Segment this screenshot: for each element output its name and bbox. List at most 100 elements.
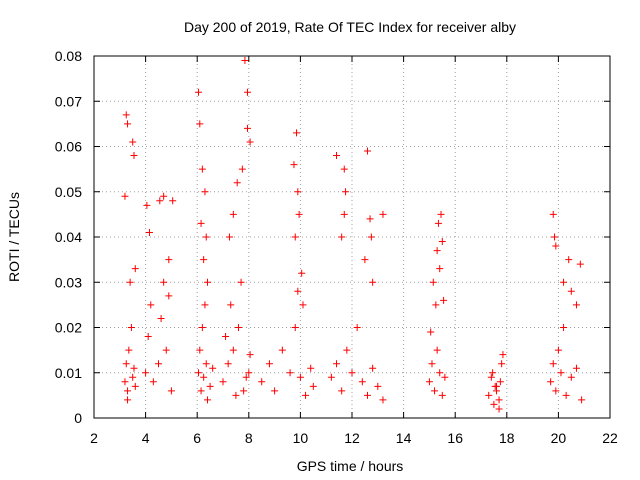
data-point bbox=[196, 346, 204, 354]
data-point bbox=[198, 165, 206, 173]
data-point bbox=[196, 120, 204, 128]
data-point bbox=[143, 201, 151, 209]
data-point bbox=[554, 346, 562, 354]
y-tick-label: 0.02 bbox=[55, 320, 82, 336]
data-point bbox=[244, 88, 252, 96]
data-point bbox=[224, 360, 232, 368]
data-point bbox=[122, 360, 130, 368]
data-point bbox=[167, 387, 175, 395]
data-point bbox=[438, 391, 446, 399]
data-point bbox=[240, 387, 248, 395]
data-point bbox=[149, 378, 157, 386]
data-point bbox=[131, 265, 139, 273]
data-point bbox=[147, 301, 155, 309]
data-point bbox=[340, 165, 348, 173]
data-point bbox=[265, 360, 273, 368]
data-point bbox=[299, 301, 307, 309]
data-point bbox=[369, 278, 377, 286]
data-point bbox=[160, 278, 168, 286]
data-point bbox=[343, 346, 351, 354]
data-point bbox=[560, 278, 568, 286]
x-tick-label: 20 bbox=[551, 430, 567, 446]
data-point bbox=[197, 387, 205, 395]
data-point bbox=[157, 314, 165, 322]
x-tick-label: 18 bbox=[499, 430, 515, 446]
data-point bbox=[363, 147, 371, 155]
data-point bbox=[127, 324, 135, 331]
data-point bbox=[547, 378, 555, 386]
data-point bbox=[145, 228, 153, 236]
data-point bbox=[309, 382, 317, 390]
x-axis-label: GPS time / hours bbox=[297, 458, 404, 474]
x-tick-label: 22 bbox=[602, 430, 618, 446]
data-point bbox=[271, 387, 279, 395]
data-point bbox=[124, 387, 132, 395]
data-point bbox=[246, 351, 254, 359]
data-point bbox=[244, 124, 252, 132]
chart-title: Day 200 of 2019, Rate Of TEC Index for r… bbox=[184, 19, 516, 35]
data-point bbox=[142, 369, 150, 377]
data-point bbox=[294, 287, 302, 295]
data-point bbox=[162, 346, 170, 354]
data-point bbox=[437, 210, 445, 218]
data-point bbox=[567, 287, 575, 295]
data-point bbox=[363, 391, 371, 399]
data-point bbox=[241, 57, 249, 65]
data-point bbox=[440, 296, 448, 304]
data-point bbox=[379, 210, 387, 218]
x-tick-label: 10 bbox=[293, 430, 309, 446]
y-tick-label: 0.05 bbox=[55, 184, 82, 200]
data-point bbox=[427, 328, 435, 336]
data-point bbox=[246, 138, 254, 146]
data-point bbox=[491, 382, 499, 390]
data-point bbox=[258, 378, 266, 386]
data-point bbox=[232, 391, 240, 399]
data-point bbox=[333, 152, 341, 160]
data-point bbox=[198, 324, 206, 331]
data-point bbox=[379, 396, 387, 404]
data-point bbox=[572, 364, 580, 372]
data-point bbox=[237, 278, 245, 286]
data-point bbox=[204, 396, 212, 404]
data-point bbox=[286, 369, 294, 377]
data-point bbox=[227, 301, 235, 309]
data-point bbox=[233, 179, 241, 187]
data-point bbox=[369, 364, 377, 372]
data-point bbox=[201, 188, 209, 196]
data-point bbox=[565, 256, 573, 264]
data-point bbox=[219, 378, 227, 386]
data-point bbox=[433, 247, 441, 255]
data-point bbox=[434, 219, 442, 227]
data-point bbox=[438, 238, 446, 246]
data-point bbox=[121, 378, 129, 386]
data-point bbox=[374, 382, 382, 390]
data-point bbox=[499, 351, 507, 359]
data-point bbox=[129, 138, 137, 146]
axis-ticks: 2 4 6 8 10 12 14 16 18 20 22 0 0.01 0.02 0.03 0.04 0.05 0… bbox=[55, 48, 618, 446]
x-tick-label: 4 bbox=[142, 430, 150, 446]
data-point bbox=[366, 215, 374, 223]
x-tick-label: 12 bbox=[344, 430, 360, 446]
data-point bbox=[122, 111, 130, 119]
x-tick-label: 6 bbox=[193, 430, 201, 446]
data-point bbox=[124, 396, 132, 404]
y-tick-label: 0 bbox=[74, 410, 82, 426]
data-point bbox=[436, 265, 444, 273]
data-point bbox=[125, 346, 133, 354]
data-point bbox=[229, 346, 237, 354]
data-point bbox=[567, 373, 575, 381]
data-point bbox=[429, 278, 437, 286]
data-point bbox=[293, 129, 301, 137]
data-point bbox=[295, 210, 303, 218]
y-axis-label: ROTI / TECUs bbox=[6, 192, 22, 282]
data-point bbox=[340, 210, 348, 218]
data-point bbox=[333, 360, 341, 368]
data-point bbox=[367, 233, 375, 241]
data-point bbox=[197, 219, 205, 227]
data-point bbox=[202, 360, 210, 368]
data-point bbox=[290, 161, 298, 169]
data-point bbox=[576, 260, 584, 268]
data-point bbox=[222, 333, 230, 341]
data-point bbox=[242, 373, 250, 381]
data-point bbox=[156, 197, 164, 205]
